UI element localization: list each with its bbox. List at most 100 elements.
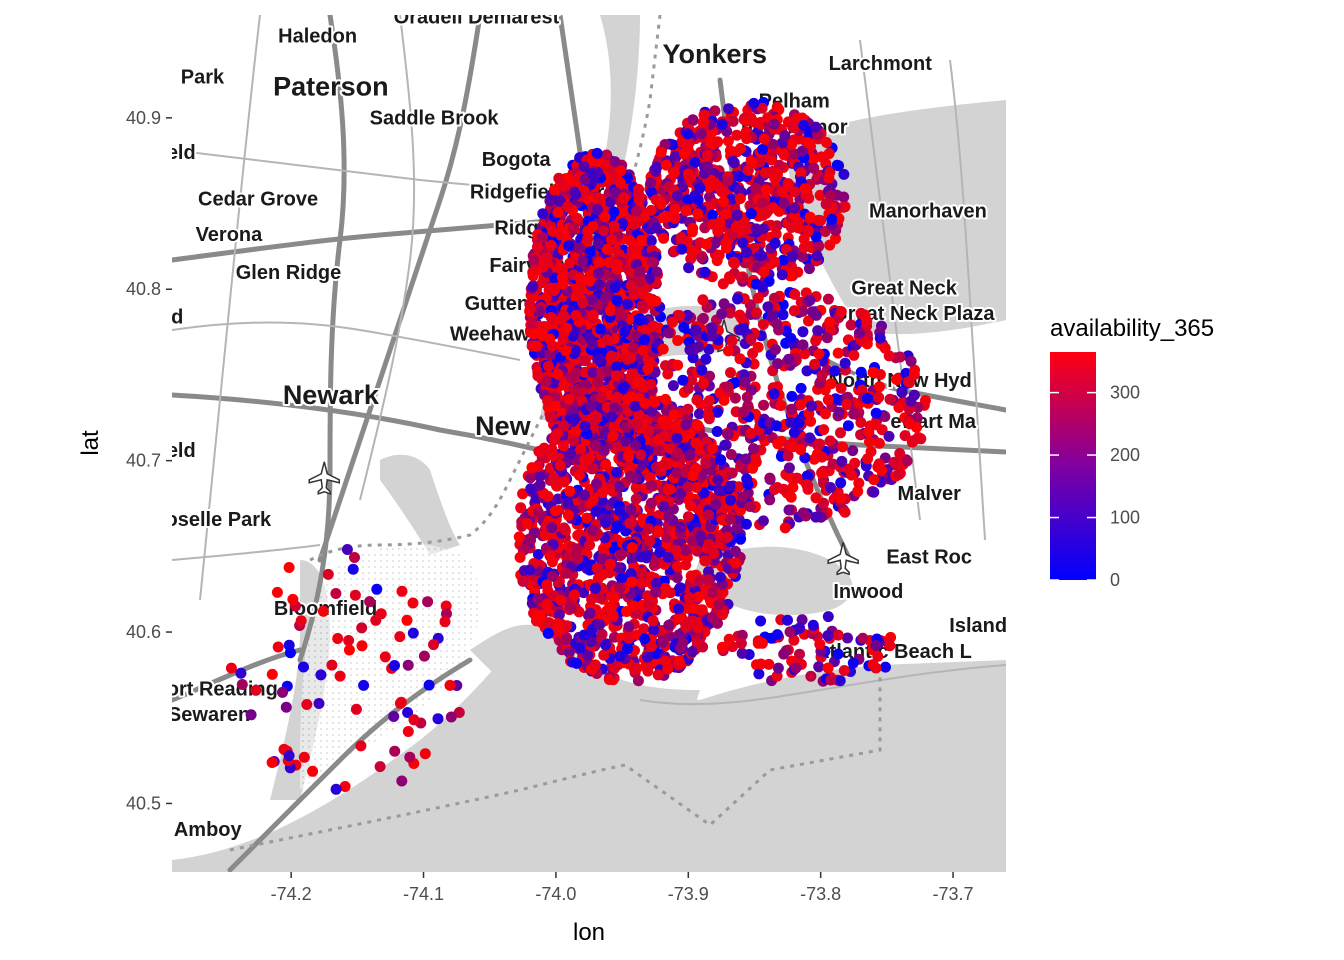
x-tick-label: -73.9: [668, 884, 709, 904]
listing-point: [521, 517, 533, 529]
listing-point: [423, 679, 435, 691]
listing-point: [315, 669, 327, 681]
listing-point: [537, 208, 549, 220]
state-boundary: [309, 15, 662, 562]
listing-point: [531, 340, 543, 352]
listing-point: [636, 567, 648, 579]
listing-point: [896, 387, 908, 398]
listing-point: [630, 493, 642, 505]
place-label: Sewaren: [168, 704, 250, 726]
listing-point: [832, 648, 844, 660]
listing-point: [330, 783, 342, 795]
listing-point: [737, 491, 749, 503]
listing-point: [445, 711, 457, 723]
listing-point: [401, 614, 413, 626]
listing-point: [735, 638, 747, 649]
listing-point: [891, 374, 902, 385]
listing-point: [808, 162, 820, 174]
listing-point: [740, 518, 752, 530]
listing-point: [364, 596, 376, 608]
listing-point: [563, 393, 575, 405]
listing-point: [778, 197, 790, 209]
listing-point: [605, 234, 617, 246]
listing-point: [680, 419, 692, 431]
place-label: eld: [167, 440, 196, 462]
listing-point: [718, 394, 730, 406]
listing-point: [692, 208, 704, 220]
listing-point: [679, 147, 690, 159]
listing-point: [645, 497, 657, 509]
listing-point: [668, 409, 680, 421]
listing-point: [542, 490, 554, 502]
listing-point: [592, 376, 604, 388]
listing-point: [784, 626, 796, 638]
listing-point: [718, 298, 730, 310]
listing-point: [700, 353, 712, 365]
listing-point: [579, 420, 591, 432]
listing-point: [343, 635, 355, 646]
listing-point: [629, 400, 641, 412]
listing-point: [735, 142, 746, 154]
listing-point: [547, 225, 559, 237]
listing-point: [298, 751, 310, 763]
listing-point: [570, 189, 582, 201]
listing-point: [692, 420, 704, 431]
listing-point: [642, 363, 654, 375]
place-label: Manorhaven: [869, 200, 987, 222]
listing-point: [634, 266, 646, 277]
listing-point: [582, 225, 594, 237]
listing-point: [647, 615, 659, 627]
listing-point: [724, 273, 736, 285]
place-label: d: [171, 307, 183, 329]
listing-point: [675, 232, 687, 243]
listing-point: [568, 589, 580, 601]
listing-point: [565, 602, 577, 614]
listing-point: [645, 204, 657, 216]
listing-point: [703, 539, 715, 550]
listing-point: [791, 472, 803, 484]
listing-point: [834, 675, 846, 687]
place-label: Larchmont: [829, 53, 933, 75]
listing-point: [718, 196, 729, 208]
listing-point: [756, 281, 768, 293]
listing-point: [835, 477, 847, 489]
listing-point: [650, 586, 662, 598]
place-label: Bogota: [482, 149, 552, 171]
listing-point: [615, 165, 627, 177]
listing-point: [835, 382, 847, 394]
listing-point: [758, 266, 770, 278]
listing-point: [905, 355, 917, 367]
listing-point: [685, 172, 696, 184]
listing-point: [657, 459, 669, 471]
listing-point: [758, 223, 770, 235]
listing-point: [726, 467, 738, 479]
listing-point: [635, 234, 647, 246]
color-legend: availability_365 0 100 200 300: [1050, 315, 1214, 590]
listing-point: [677, 374, 689, 386]
listing-point: [596, 194, 608, 205]
listing-point: [610, 186, 622, 198]
listing-point: [714, 571, 726, 583]
place-label: Newark: [283, 380, 380, 410]
listing-point: [703, 395, 715, 407]
listing-point: [568, 222, 580, 234]
listing-point: [723, 633, 735, 645]
listing-point: [542, 395, 554, 407]
listing-point: [621, 421, 633, 433]
listing-point: [789, 186, 801, 198]
listing-point: [786, 403, 797, 415]
listing-point: [389, 660, 400, 671]
listing-point: [864, 436, 875, 448]
listing-point: [680, 621, 692, 633]
listing-point: [778, 648, 790, 660]
listing-point: [568, 435, 579, 447]
listing-point: [695, 128, 707, 140]
listing-point: [714, 217, 726, 228]
listing-point: [712, 136, 724, 148]
listing-point: [701, 238, 712, 250]
listing-point: [719, 439, 731, 451]
listing-point: [824, 316, 836, 328]
listing-point: [619, 326, 631, 338]
listing-point: [745, 112, 757, 124]
listing-point: [658, 232, 670, 244]
